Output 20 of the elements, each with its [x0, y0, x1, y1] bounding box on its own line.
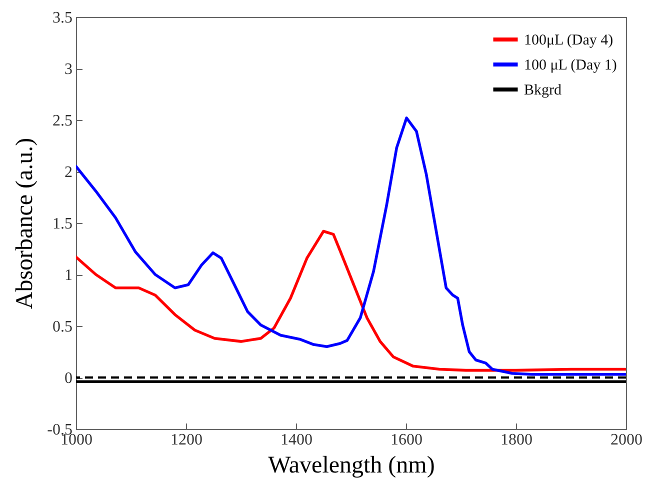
- legend-label: 100μL (Day 4): [524, 32, 614, 48]
- y-tick-label: 3: [64, 61, 72, 78]
- x-tick-label: 1800: [500, 432, 532, 448]
- x-tick-label: 1400: [280, 432, 312, 448]
- line-series: [76, 116, 626, 376]
- x-tick-label: 1200: [170, 432, 202, 448]
- x-tick-label: 2000: [610, 432, 642, 448]
- y-tick-label: 1: [64, 267, 72, 284]
- x-tick-label: 1600: [390, 432, 422, 448]
- y-tick-label: 2: [64, 164, 72, 181]
- y-tick-label: 3.5: [52, 10, 72, 26]
- y-tick-label: 1.5: [52, 216, 72, 232]
- x-axis-title: Wavelength (nm): [268, 452, 435, 478]
- line-series: [76, 230, 626, 372]
- legend-label: Bkgrd: [524, 82, 562, 98]
- y-tick-label: 2.5: [52, 112, 72, 130]
- legend-label: 100 μL (Day 1): [524, 58, 617, 74]
- y-axis-title: Absorbance (a.u.): [12, 138, 38, 310]
- y-tick-label: 0.5: [52, 318, 72, 336]
- y-tick-label: 0: [64, 370, 72, 387]
